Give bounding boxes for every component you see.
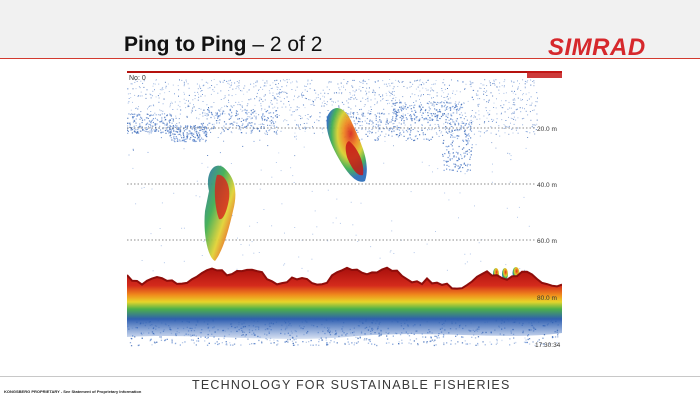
- time-label: 17:30:34: [535, 342, 561, 349]
- depth-label-40: 40.0 m: [537, 182, 557, 189]
- header-bar: [0, 0, 700, 58]
- surface-echo: [527, 71, 562, 78]
- simrad-logo: SIMRAD: [548, 34, 646, 61]
- footer-divider: [0, 376, 700, 377]
- title-bold: Ping to Ping: [124, 33, 247, 56]
- depth-label-80: 80.0 m: [537, 295, 557, 302]
- seabed-echo: [127, 267, 562, 339]
- depth-label-20: 20.0 m: [537, 126, 557, 133]
- fish-school-middle: [326, 107, 367, 182]
- echogram-image: No: 0 20.0 m 40.0 m 60.0 m 80.0 m 17:30:…: [122, 71, 563, 351]
- tagline: TECHNOLOGY FOR SUSTAINABLE FISHERIES: [192, 378, 511, 392]
- proprietary-notice: KONGSBERG PROPRIETARY - See Statement of…: [4, 389, 142, 394]
- seabed-line: [126, 266, 563, 290]
- echogram-panel: No: 0 20.0 m 40.0 m 60.0 m 80.0 m 17:30:…: [122, 71, 563, 351]
- fish-school-left: [204, 165, 236, 261]
- header-divider: [0, 58, 700, 59]
- title-subtitle: – 2 of 2: [246, 33, 323, 56]
- slide-title: Ping to Ping – 2 of 2: [124, 33, 322, 57]
- depth-label-60: 60.0 m: [537, 238, 557, 245]
- surface-line: [127, 71, 562, 73]
- ping-number-label: No: 0: [129, 75, 146, 82]
